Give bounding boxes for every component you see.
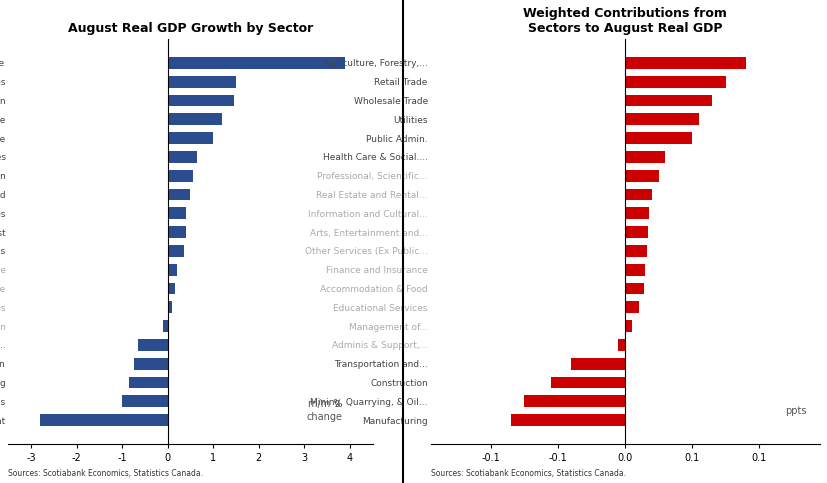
Bar xyxy=(624,114,698,125)
Bar xyxy=(624,95,711,106)
Bar xyxy=(624,226,648,238)
Title: August Real GDP Growth by Sector: August Real GDP Growth by Sector xyxy=(68,22,313,35)
Text: Sources: Scotiabank Economics, Statistics Canada.: Sources: Scotiabank Economics, Statistic… xyxy=(430,469,625,478)
Text: m/m %
change: m/m % change xyxy=(307,399,342,422)
Bar xyxy=(624,301,638,313)
Bar xyxy=(167,283,174,294)
Bar xyxy=(624,283,643,294)
Bar xyxy=(167,208,186,219)
Title: Weighted Contributions from
Sectors to August Real GDP: Weighted Contributions from Sectors to A… xyxy=(523,7,726,35)
Bar xyxy=(167,151,197,163)
Bar xyxy=(138,339,167,351)
Bar xyxy=(167,76,236,87)
Bar xyxy=(167,95,233,106)
Bar xyxy=(163,320,167,332)
Bar xyxy=(122,396,167,407)
Bar xyxy=(571,358,624,369)
Bar xyxy=(624,57,745,69)
Bar xyxy=(167,189,190,200)
Text: Sources: Scotiabank Economics, Statistics Canada.: Sources: Scotiabank Economics, Statistic… xyxy=(8,469,203,478)
Bar xyxy=(624,170,658,182)
Bar xyxy=(133,358,167,369)
Bar xyxy=(624,189,651,200)
Bar xyxy=(167,226,186,238)
Text: ppts: ppts xyxy=(784,406,805,416)
Bar xyxy=(624,132,691,144)
Bar xyxy=(624,320,631,332)
Bar xyxy=(624,264,644,275)
Bar xyxy=(167,114,222,125)
Bar xyxy=(624,151,665,163)
Bar xyxy=(624,76,725,87)
Bar xyxy=(129,377,167,388)
Bar xyxy=(551,377,624,388)
Bar xyxy=(523,396,624,407)
Bar xyxy=(167,132,213,144)
Bar xyxy=(167,57,345,69)
Bar xyxy=(618,339,624,351)
Bar xyxy=(41,414,167,426)
Bar xyxy=(624,208,648,219)
Bar xyxy=(167,264,177,275)
Bar xyxy=(167,245,184,257)
Bar xyxy=(167,170,193,182)
Bar xyxy=(167,301,172,313)
Bar xyxy=(510,414,624,426)
Bar xyxy=(624,245,646,257)
